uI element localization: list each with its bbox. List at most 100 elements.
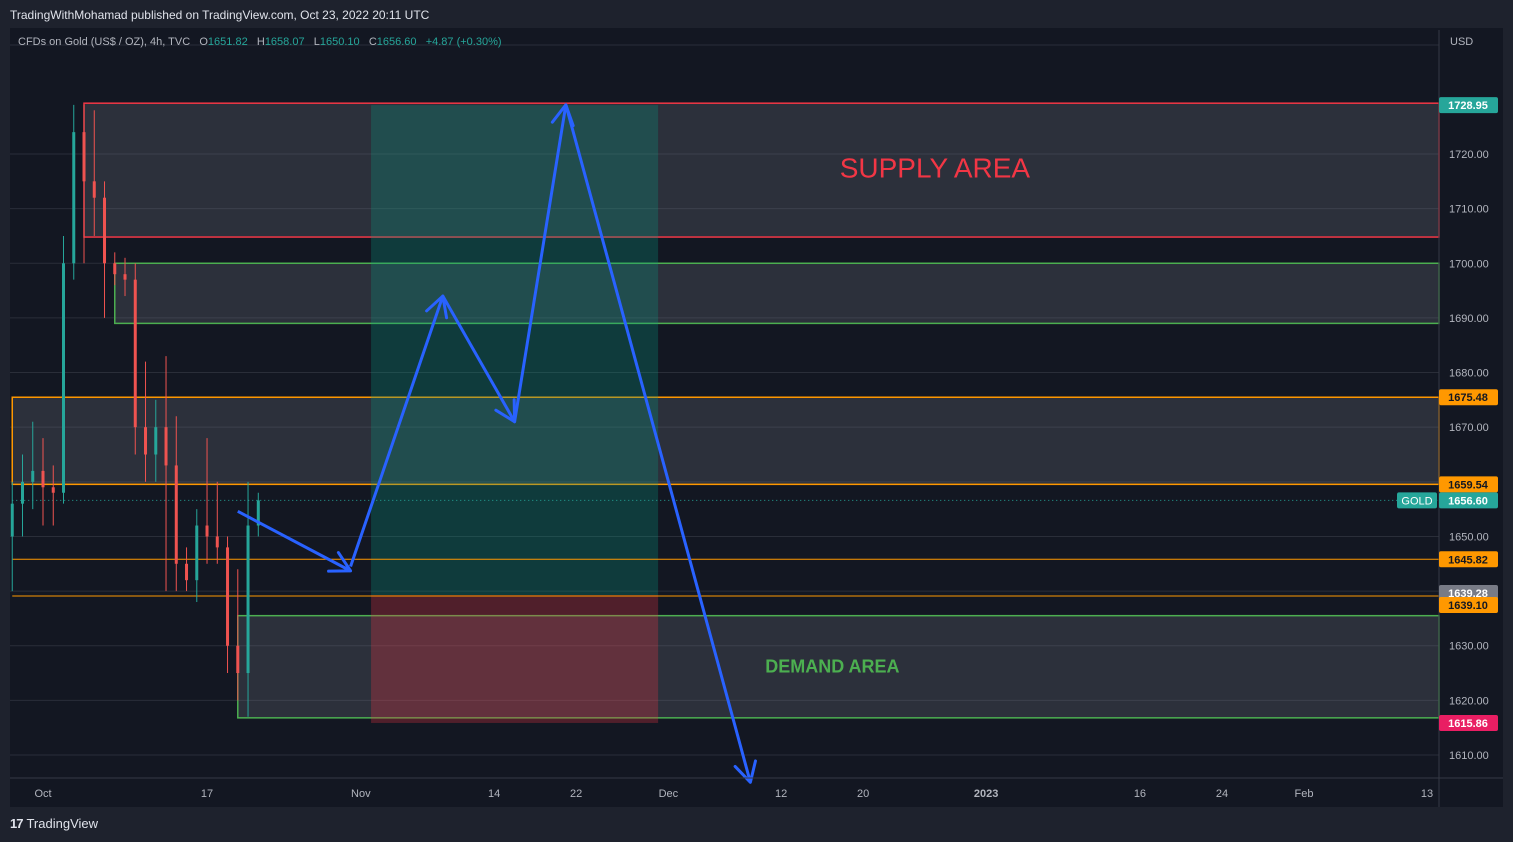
legend-close: 1656.60 [376, 36, 417, 48]
arrowhead [425, 294, 449, 320]
tradingview-logo[interactable]: 17 TradingView [10, 816, 98, 831]
candle-body [246, 525, 250, 674]
legend-open-label: O [199, 36, 208, 48]
price-tag [1439, 389, 1498, 406]
y-tick-label: 1700.00 [1449, 258, 1489, 270]
legend-low-label: L [313, 36, 320, 48]
zone-supply-area [83, 102, 1440, 238]
chart-panel[interactable] [10, 28, 1503, 807]
candles [10, 104, 260, 717]
candle-body [123, 274, 127, 280]
candle-body [82, 132, 86, 182]
price-tag-label: 1639.10 [1448, 600, 1488, 612]
position-tool [371, 105, 659, 723]
zone-demand-area [237, 614, 1440, 719]
axes: USD1610.001620.001630.001640.001650.0016… [10, 30, 1503, 807]
y-tick-label: 1610.00 [1449, 750, 1489, 762]
price-tag-label: 1659.54 [1448, 479, 1489, 491]
y-tick-label: 1630.00 [1449, 641, 1489, 653]
zones [11, 102, 1440, 719]
x-tick-label: Nov [351, 788, 371, 800]
candle-body [31, 470, 35, 482]
zone-supply-zone-2 [114, 262, 1440, 325]
candle-body [164, 427, 168, 466]
price-tag [1439, 551, 1498, 568]
candle-body [62, 263, 66, 493]
y-tick-label: 1650.00 [1449, 531, 1489, 543]
legend-high: 1658.07 [264, 36, 305, 48]
y-tick-label: 1690.00 [1449, 313, 1489, 325]
symbol-legend: CFDs on Gold (US$ / OZ), 4h, TVC O1651.8… [18, 36, 502, 48]
x-tick-label: Oct [34, 788, 51, 800]
candle-body [154, 427, 158, 455]
price-tag [1439, 714, 1498, 731]
zone-label: SUPPLY AREA [840, 153, 1031, 184]
x-tick-label: 24 [1216, 788, 1228, 800]
arrowhead [550, 103, 575, 128]
position-profit-area [371, 105, 659, 596]
legend-open: 1651.82 [207, 36, 248, 48]
y-tick-label: 1680.00 [1449, 368, 1489, 380]
candle-body [144, 427, 148, 455]
y-tick-label: 1620.00 [1449, 695, 1489, 707]
legend-change: +4.87 (+0.30%) [425, 36, 502, 48]
x-tick-label: 22 [570, 788, 582, 800]
candle-body [41, 470, 45, 488]
candle-body [185, 563, 189, 581]
candle-body [133, 279, 137, 428]
x-tick-label: Feb [1294, 788, 1313, 800]
price-tags: 1728.95 1675.48 1659.54 1656.60 GOLD 1645.82 1… [1397, 97, 1498, 731]
price-tag [1439, 97, 1498, 114]
price-tag-label: 1656.60 [1448, 495, 1488, 507]
price-tag-label: 1645.82 [1448, 554, 1488, 566]
price-tag [1439, 492, 1498, 509]
y-tick-label: 1670.00 [1449, 422, 1489, 434]
candle-body [51, 487, 55, 493]
candle-body [103, 197, 107, 264]
x-tick-label: 14 [488, 788, 500, 800]
arrowhead [327, 551, 353, 573]
legend-high-label: H [256, 36, 265, 48]
price-tag [1439, 476, 1498, 493]
position-loss-area [371, 595, 659, 723]
candle-body [195, 525, 199, 581]
x-tick-label: 13 [1421, 788, 1433, 800]
candle-body [226, 547, 230, 646]
tradingview-logo-icon: 17 [10, 816, 24, 831]
x-tick-label: Dec [659, 788, 679, 800]
candle-body [92, 181, 96, 198]
x-tick-label: 2023 [974, 788, 998, 800]
x-tick-label: 17 [201, 788, 213, 800]
candle-body [72, 132, 76, 264]
price-tag-label: 1728.95 [1448, 100, 1488, 112]
y-tick-label: 1720.00 [1449, 149, 1489, 161]
candle-body [236, 645, 240, 674]
candle-body [205, 525, 209, 537]
arrows [237, 103, 757, 784]
legend-low: 1650.10 [319, 36, 360, 48]
publish-info: TradingWithMohamad published on TradingV… [10, 8, 430, 22]
x-tick-label: 12 [775, 788, 787, 800]
price-tag [1439, 597, 1498, 614]
candle-body [20, 481, 24, 504]
candle-body [113, 263, 117, 275]
forecast-arrow [237, 509, 352, 573]
x-tick-label: 20 [857, 788, 869, 800]
symbol-tag [1397, 492, 1437, 509]
legend-symbol: CFDs on Gold (US$ / OZ), 4h, TVC [18, 36, 191, 48]
zone-labels: SUPPLY AREA DEMAND AREA [765, 153, 1030, 677]
legend-close-label: C [368, 36, 377, 48]
y-tick-label: 1710.00 [1449, 204, 1489, 216]
x-tick-label: 16 [1134, 788, 1146, 800]
arrowhead [733, 759, 757, 784]
symbol-tag-label: GOLD [1401, 495, 1432, 507]
levels [12, 499, 1439, 597]
candle-body [215, 536, 219, 548]
price-axis-unit: USD [1450, 36, 1473, 48]
zone-mid-zone [11, 396, 1440, 486]
zone-label: DEMAND AREA [765, 656, 899, 676]
price-tag-label: 1615.86 [1448, 718, 1488, 730]
candle-body [256, 500, 260, 526]
